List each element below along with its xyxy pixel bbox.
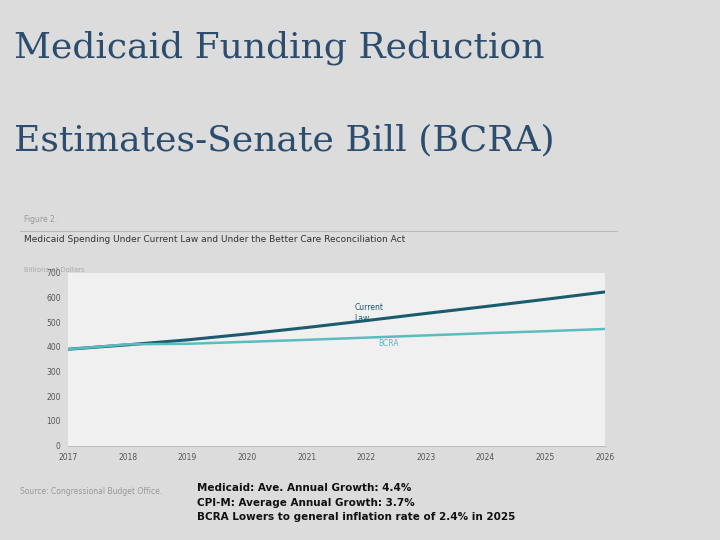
Text: Source: Congressional Budget Office.: Source: Congressional Budget Office. (20, 487, 163, 496)
Text: Current
Law: Current Law (354, 303, 384, 322)
Text: Medicaid Spending Under Current Law and Under the Better Care Reconciliation Act: Medicaid Spending Under Current Law and … (24, 235, 405, 244)
Text: Estimates-Senate Bill (BCRA): Estimates-Senate Bill (BCRA) (14, 124, 555, 158)
Text: BCRA: BCRA (378, 339, 399, 348)
Text: Medicaid: Ave. Annual Growth: 4.4%
CPI-M: Average Annual Growth: 3.7%
BCRA Lower: Medicaid: Ave. Annual Growth: 4.4% CPI-M… (197, 483, 516, 523)
Text: Billions of Dollars: Billions of Dollars (24, 267, 84, 273)
Text: Medicaid Funding Reduction: Medicaid Funding Reduction (14, 30, 545, 65)
Text: Figure 2.: Figure 2. (24, 214, 57, 224)
